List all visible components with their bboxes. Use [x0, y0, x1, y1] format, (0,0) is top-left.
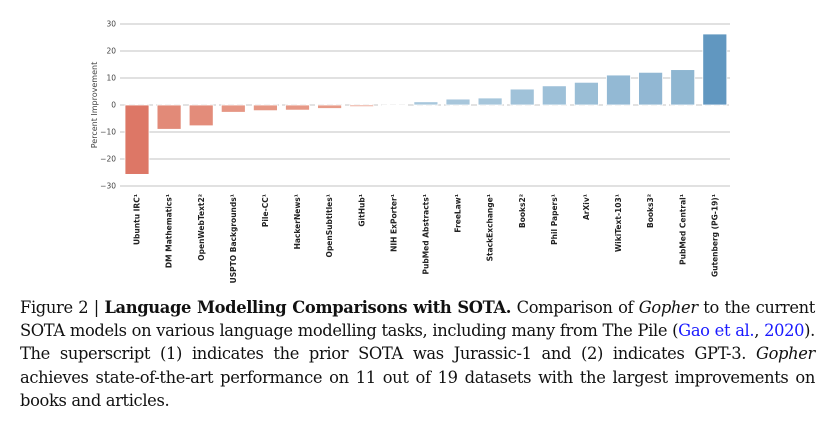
caption-text: Comparison of — [511, 298, 639, 317]
caption-text: achieves state-of-the-art performance on… — [20, 367, 815, 410]
x-tick-label: Ubuntu IRC¹ — [133, 194, 142, 245]
bar — [156, 104, 182, 130]
x-tick-label: OpenWebText2² — [197, 194, 206, 261]
x-tick-label: Phil Papers¹ — [550, 194, 559, 245]
x-tick-label: NIH ExPorter¹ — [389, 194, 398, 252]
caption-text: ). The superscript (1) indicates the pri… — [20, 321, 815, 364]
bar — [574, 81, 599, 106]
x-tick-label: WikiText-103¹ — [614, 194, 623, 252]
x-tick-label: Gutenberg (PG-19)¹ — [710, 194, 719, 277]
bar — [445, 98, 471, 106]
y-tick-label: −20 — [100, 155, 116, 164]
y-tick-label: 0 — [111, 101, 116, 110]
x-tick-label: Books3² — [646, 194, 655, 228]
y-tick-label: −30 — [100, 182, 116, 191]
x-tick-label: ArXiv¹ — [582, 194, 591, 220]
y-tick-label: −10 — [100, 128, 116, 137]
bar — [285, 104, 310, 111]
citation-link[interactable]: Gao et al. — [678, 321, 755, 341]
figure-label: Figure 2 | — [20, 298, 105, 317]
y-axis-label: Percent Improvement — [90, 62, 99, 148]
citation-year-link[interactable]: 2020 — [764, 321, 805, 341]
bar — [413, 101, 439, 106]
y-tick-label: 10 — [106, 74, 116, 83]
bar — [220, 104, 246, 113]
model-name: Gopher — [755, 344, 815, 364]
y-tick-label: 20 — [106, 47, 116, 56]
bar — [541, 85, 567, 106]
bar — [124, 104, 150, 175]
x-tick-label: StackExchange¹ — [486, 194, 495, 261]
bars — [124, 33, 728, 175]
bar — [349, 104, 375, 108]
bar-chart: 30 20 10 0 −10 −20 −30 Percent Improvement Ubu… — [90, 20, 730, 283]
bar — [317, 104, 343, 109]
x-tick-label: HackerNews¹ — [293, 194, 302, 249]
x-tick-label: Pile-CC¹ — [261, 194, 270, 227]
x-axis-labels: Ubuntu IRC¹ DM Mathematics¹ OpenWebText2² U… — [133, 194, 720, 283]
bar — [702, 33, 728, 106]
caption-title: Language Modelling Comparisons with SOTA… — [104, 298, 512, 317]
bar — [509, 88, 535, 106]
bar — [606, 74, 631, 106]
bar — [477, 97, 503, 106]
model-name: Gopher — [638, 298, 698, 317]
x-tick-label: USPTO Backgrounds¹ — [229, 194, 238, 283]
bar — [188, 104, 214, 127]
caption-text: , — [754, 321, 765, 341]
y-tick-label: 30 — [106, 20, 116, 29]
bar — [381, 104, 407, 107]
caption-text: to the current SOTA models on various la… — [20, 298, 815, 341]
bar — [670, 69, 696, 106]
x-tick-label: Books2² — [518, 194, 527, 228]
figure-caption: Figure 2 | Language Modelling Comparison… — [20, 296, 815, 412]
x-tick-label: FreeLaw¹ — [454, 194, 463, 233]
x-tick-label: PubMed Central¹ — [678, 194, 687, 265]
y-axis-ticks: 30 20 10 0 −10 −20 −30 — [100, 20, 116, 191]
x-tick-label: OpenSubtitles¹ — [325, 194, 334, 257]
x-tick-label: DM Mathematics¹ — [165, 194, 174, 268]
x-tick-label: PubMed Abstracts¹ — [422, 194, 431, 275]
bar — [638, 71, 663, 106]
bar — [252, 104, 278, 112]
x-tick-label: GitHub¹ — [357, 194, 366, 227]
